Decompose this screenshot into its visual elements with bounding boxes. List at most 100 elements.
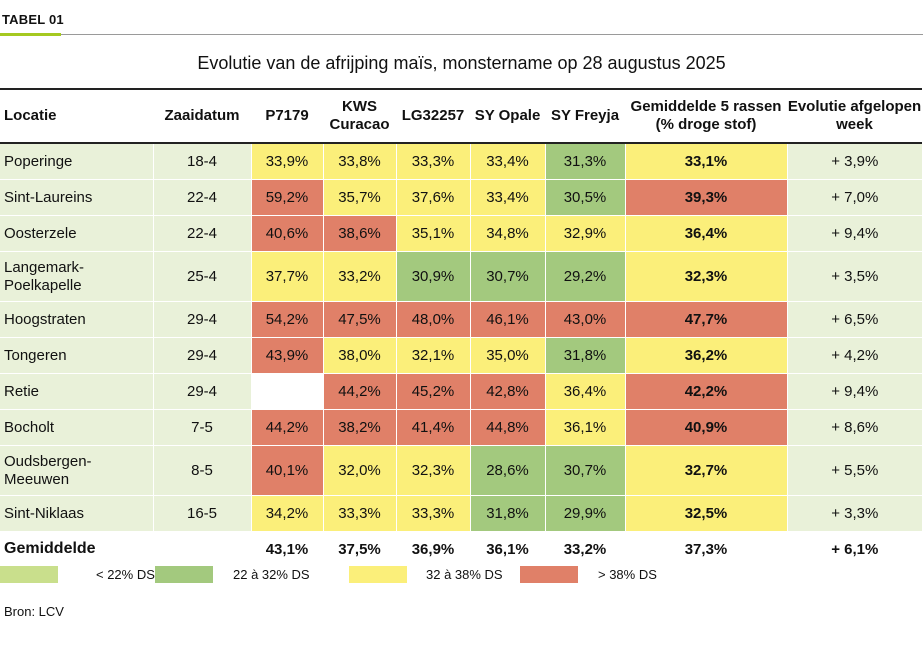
cell-gemiddelde: 40,9% [625, 409, 788, 446]
summary-value: 37,5% [323, 531, 397, 567]
cell-evolutie: + 4,2% [787, 337, 922, 374]
table-tag: TABEL 01 [2, 12, 64, 27]
summary-row: Gemiddelde 43,1% 37,5% 36,9% 36,1% 33,2% 37,3%… [0, 531, 922, 567]
header-lg32257: LG32257 [396, 88, 470, 144]
cell-locatie: Bocholt [0, 409, 154, 446]
cell-locatie: Oosterzele [0, 215, 154, 252]
summary-evolutie: + 6,1% [787, 531, 922, 567]
cell-value: 33,4% [470, 179, 546, 216]
summary-value: 36,9% [396, 531, 471, 567]
cell-evolutie: + 7,0% [787, 179, 922, 216]
table-row: Hoogstraten 29-4 54,2% 47,5% 48,0% 46,1% 43,0%… [0, 301, 922, 338]
cell-locatie: Sint-Niklaas [0, 495, 154, 532]
cell-value: 33,4% [470, 143, 546, 180]
cell-locatie: Langemark-Poelkapelle [0, 251, 154, 302]
cell-value: 30,7% [470, 251, 546, 302]
cell-value: 30,9% [396, 251, 471, 302]
cell-value: 30,7% [545, 445, 626, 496]
cell-locatie: Tongeren [0, 337, 154, 374]
tag-underline-accent [0, 33, 61, 36]
cell-gemiddelde: 32,3% [625, 251, 788, 302]
cell-value: 40,6% [251, 215, 324, 252]
legend-swatch [349, 566, 407, 583]
cell-zaaidatum: 8-5 [153, 445, 252, 496]
cell-evolutie: + 5,5% [787, 445, 922, 496]
cell-value: 44,8% [470, 409, 546, 446]
cell-value: 28,6% [470, 445, 546, 496]
cell-value: 29,2% [545, 251, 626, 302]
cell-value: 34,8% [470, 215, 546, 252]
cell-zaaidatum: 22-4 [153, 215, 252, 252]
table-row: Langemark-Poelkapelle 25-4 37,7% 33,2% 30,9%… [0, 251, 922, 302]
cell-locatie: Retie [0, 373, 154, 410]
table-row: Oudsbergen-Meeuwen 8-5 40,1% 32,0% 32,3% 28,6… [0, 445, 922, 496]
cell-value: 32,3% [396, 445, 471, 496]
cell-locatie: Oudsbergen-Meeuwen [0, 445, 154, 496]
cell-gemiddelde: 36,4% [625, 215, 788, 252]
cell-value: 33,3% [396, 495, 471, 532]
cell-value: 35,1% [396, 215, 471, 252]
summary-value: 33,2% [545, 531, 626, 567]
header-sy-opale: SY Opale [470, 88, 545, 144]
legend-label: 32 à 38% DS [426, 567, 503, 582]
cell-gemiddelde: 47,7% [625, 301, 788, 338]
cell-value: 33,3% [323, 495, 397, 532]
cell-evolutie: + 9,4% [787, 215, 922, 252]
cell-value: 35,7% [323, 179, 397, 216]
cell-locatie: Hoogstraten [0, 301, 154, 338]
table-row: Retie 29-4 44,2% 45,2% 42,8% 36,4% 42,2% + 9,4% [0, 373, 922, 410]
summary-gemiddelde: 37,3% [625, 531, 788, 567]
cell-value: 30,5% [545, 179, 626, 216]
tag-divider [61, 34, 923, 35]
legend-label: 22 à 32% DS [233, 567, 310, 582]
cell-evolutie: + 3,9% [787, 143, 922, 180]
cell-value: 32,1% [396, 337, 471, 374]
cell-value: 33,3% [396, 143, 471, 180]
table-row: Tongeren 29-4 43,9% 38,0% 32,1% 35,0% 31,8% 36,… [0, 337, 922, 374]
cell-value: 46,1% [470, 301, 546, 338]
table-row: Bocholt 7-5 44,2% 38,2% 41,4% 44,8% 36,1% 40,9%… [0, 409, 922, 446]
legend-swatch [155, 566, 213, 583]
legend-label: < 22% DS [96, 567, 155, 582]
cell-value: 29,9% [545, 495, 626, 532]
cell-value: 31,8% [470, 495, 546, 532]
legend-swatch [0, 566, 58, 583]
cell-locatie: Sint-Laureins [0, 179, 154, 216]
cell-gemiddelde: 32,7% [625, 445, 788, 496]
cell-value: 33,2% [323, 251, 397, 302]
cell-evolutie: + 8,6% [787, 409, 922, 446]
cell-value: 36,1% [545, 409, 626, 446]
cell-zaaidatum: 22-4 [153, 179, 252, 216]
cell-locatie: Poperinge [0, 143, 154, 180]
cell-value: 34,2% [251, 495, 324, 532]
cell-value: 47,5% [323, 301, 397, 338]
source-note: Bron: LCV [4, 604, 64, 619]
header-gemiddelde: Gemiddelde 5 rassen (% droge stof) [625, 88, 787, 144]
cell-value: 45,2% [396, 373, 471, 410]
cell-value: 59,2% [251, 179, 324, 216]
cell-value: 38,0% [323, 337, 397, 374]
summary-label: Gemiddelde [0, 531, 154, 567]
cell-value: 36,4% [545, 373, 626, 410]
cell-zaaidatum: 29-4 [153, 373, 252, 410]
maize-ripening-table: Locatie Zaaidatum P7179 KWS Curacao LG32… [0, 88, 922, 567]
cell-evolutie: + 9,4% [787, 373, 922, 410]
cell-value: 33,9% [251, 143, 324, 180]
header-p7179: P7179 [251, 88, 323, 144]
cell-zaaidatum: 25-4 [153, 251, 252, 302]
cell-value: 37,6% [396, 179, 471, 216]
cell-gemiddelde: 42,2% [625, 373, 788, 410]
summary-value: 36,1% [470, 531, 546, 567]
cell-evolutie: + 6,5% [787, 301, 922, 338]
cell-value: 38,6% [323, 215, 397, 252]
cell-zaaidatum: 29-4 [153, 337, 252, 374]
cell-zaaidatum: 29-4 [153, 301, 252, 338]
cell-value: 33,8% [323, 143, 397, 180]
table-row: Sint-Laureins 22-4 59,2% 35,7% 37,6% 33,4% 30,… [0, 179, 922, 216]
summary-empty-cell [153, 531, 252, 567]
cell-value: 44,2% [323, 373, 397, 410]
cell-value: 43,9% [251, 337, 324, 374]
cell-gemiddelde: 33,1% [625, 143, 788, 180]
cell-value: 40,1% [251, 445, 324, 496]
cell-value: 32,9% [545, 215, 626, 252]
